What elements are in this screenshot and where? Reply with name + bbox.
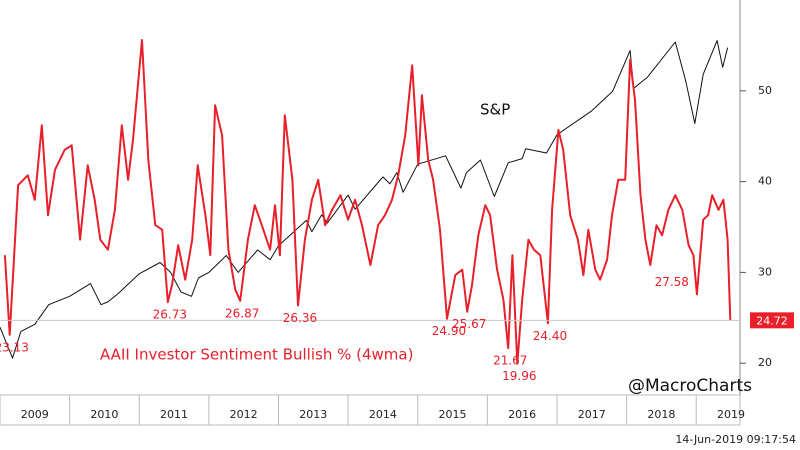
plot — [0, 39, 740, 365]
data-label: 24.40 — [533, 329, 567, 343]
x-tick-label: 2019 — [717, 408, 745, 421]
x-tick-label: 2010 — [90, 408, 118, 421]
y-tick-label: 40 — [758, 175, 772, 188]
series-label: S&P — [480, 101, 510, 119]
series-line — [0, 40, 729, 359]
data-label: 25.67 — [452, 317, 486, 331]
x-tick-label: 2014 — [369, 408, 397, 421]
timestamp: 14-Jun-2019 09:17:54 — [675, 433, 796, 446]
x-tick-label: 2009 — [21, 408, 49, 421]
y-tick-label: 30 — [758, 265, 772, 278]
x-tick-label: 2015 — [439, 408, 467, 421]
data-label: 24.90 — [432, 324, 466, 338]
x-tick-label: 2018 — [647, 408, 675, 421]
data-label: 27.58 — [655, 275, 689, 289]
data-label: 21.67 — [493, 354, 527, 368]
y-tick-label: 50 — [758, 84, 772, 97]
x-tick-label: 2016 — [508, 408, 536, 421]
data-label: 23.13 — [0, 340, 29, 354]
x-tick-label: 2011 — [160, 408, 188, 421]
last-value-box — [750, 312, 794, 329]
x-tick-label: 2012 — [230, 408, 258, 421]
data-label: 19.96 — [502, 369, 536, 383]
y-tick-label: 20 — [758, 356, 772, 369]
watermark: @MacroCharts — [628, 376, 752, 396]
data-label: 26.73 — [153, 308, 187, 322]
series-label: AAII Investor Sentiment Bullish % (4wma) — [100, 346, 413, 364]
data-label: 26.87 — [225, 306, 259, 320]
last-value-label: 24.72 — [756, 314, 788, 327]
x-tick-label: 2017 — [578, 408, 606, 421]
series-line — [3, 39, 732, 365]
x-tick-label: 2013 — [299, 408, 327, 421]
x-axis-band — [0, 394, 741, 426]
data-label: 26.36 — [283, 311, 317, 325]
